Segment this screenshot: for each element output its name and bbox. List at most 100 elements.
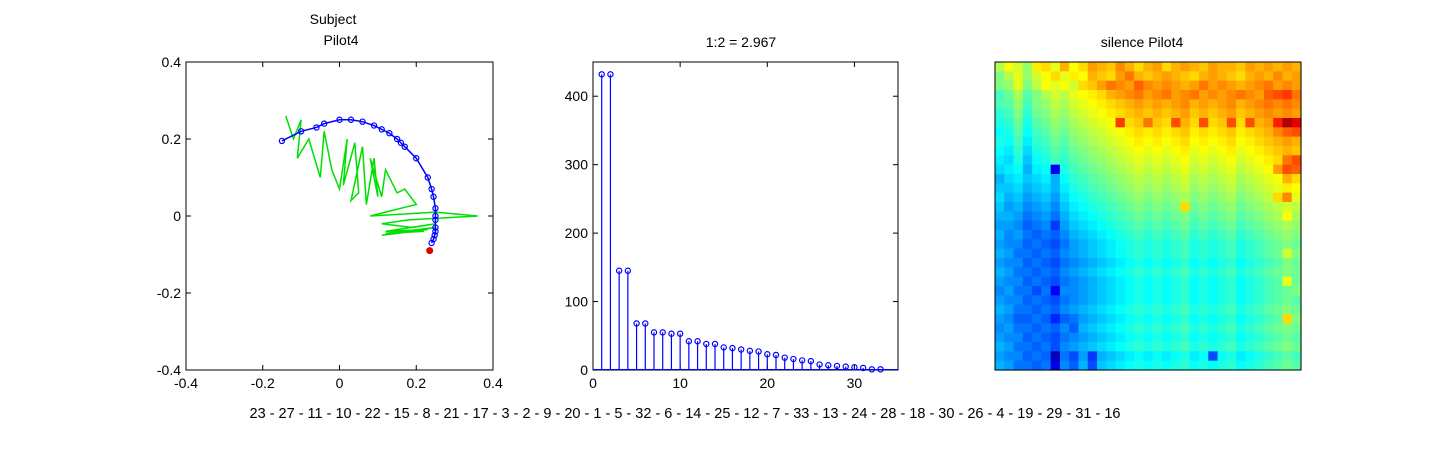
heatmap-cell — [1143, 239, 1154, 250]
heatmap-cell — [1078, 90, 1089, 100]
heatmap-cell — [1078, 276, 1089, 287]
heatmap-cell — [1273, 248, 1284, 259]
heatmap-cell — [1115, 192, 1126, 203]
y-tick-label: -0.4 — [157, 362, 181, 378]
heatmap-cell — [1013, 174, 1024, 184]
heatmap-cell — [1078, 267, 1089, 278]
heatmap-cell — [1217, 276, 1228, 287]
heatmap-cell — [1050, 118, 1061, 128]
heatmap-cell — [1041, 202, 1052, 212]
heatmap-cell — [1124, 127, 1135, 138]
heatmap-cell — [1069, 62, 1080, 72]
heatmap-cell — [1226, 80, 1237, 91]
heatmap-cell — [1022, 183, 1033, 194]
heatmap-cell — [1032, 258, 1042, 268]
heatmap-cell — [1050, 239, 1061, 250]
heatmap-cell — [1273, 295, 1284, 306]
heatmap-cell — [1263, 183, 1274, 194]
heatmap-cell — [1041, 220, 1052, 231]
heatmap-cell — [1245, 71, 1256, 82]
heatmap-cell — [1013, 90, 1024, 100]
heatmap-cell — [1134, 258, 1144, 268]
heatmap-cell — [1217, 314, 1228, 324]
heatmap-cell — [1180, 248, 1191, 259]
heatmap-cell — [1245, 99, 1256, 110]
heatmap-cell — [1041, 62, 1052, 72]
heatmap-cell — [1291, 314, 1302, 324]
stem-marker — [737, 346, 745, 353]
heatmap-cell — [1041, 323, 1052, 334]
heatmap-cell — [1124, 183, 1135, 194]
heatmap-cell — [1189, 202, 1200, 212]
heatmap-cell — [1189, 146, 1200, 156]
heatmap-cell — [1078, 155, 1089, 166]
heatmap-cell — [1106, 267, 1117, 278]
heatmap-cell — [1078, 304, 1089, 315]
heatmap-cell — [1217, 351, 1228, 362]
heatmap-cell — [1199, 80, 1209, 91]
heatmap-cell — [1217, 136, 1228, 147]
heatmap-cell — [1097, 351, 1107, 362]
heatmap-cell — [1059, 202, 1070, 212]
heatmap-cell — [1208, 164, 1219, 175]
heatmap-cell — [1180, 146, 1191, 156]
heatmap-cell — [1161, 118, 1172, 128]
heatmap-cell — [995, 211, 1005, 222]
heatmap-cell — [1078, 146, 1089, 156]
heatmap-cell — [1236, 286, 1246, 296]
heatmap-cell — [1199, 351, 1209, 362]
heatmap-cell — [1041, 295, 1052, 306]
stem-marker — [833, 362, 841, 370]
heatmap-cell — [1161, 248, 1172, 259]
blue-series-point — [401, 143, 408, 150]
heatmap-cell — [1226, 71, 1237, 82]
heatmap-cell — [1161, 62, 1172, 72]
heatmap-cell — [1291, 323, 1302, 334]
heatmap-cell — [1032, 71, 1042, 82]
heatmap-cell — [1078, 258, 1089, 268]
heatmap-cell — [1199, 202, 1209, 212]
heatmap-cell — [1189, 230, 1200, 240]
heatmap-cell — [1180, 90, 1191, 100]
heatmap-cell — [1263, 360, 1274, 371]
x-tick-label: 0.2 — [407, 375, 427, 391]
heatmap-cell — [1004, 99, 1015, 110]
heatmap-cell — [1115, 183, 1126, 194]
heatmap-cell — [1236, 99, 1246, 110]
heatmap-cell — [1087, 62, 1098, 72]
heatmap-cell — [1004, 230, 1015, 240]
heatmap-cell — [1097, 146, 1107, 156]
y-tick-label: 0 — [580, 362, 588, 378]
heatmap-cell — [1208, 220, 1219, 231]
heatmap-cell — [1254, 211, 1265, 222]
heatmap-cell — [995, 62, 1005, 72]
heatmap-cell — [1115, 304, 1126, 315]
heatmap-cell — [1273, 342, 1284, 352]
blue-series-point — [347, 116, 355, 123]
heatmap-cell — [1254, 248, 1265, 259]
heatmap-cell — [1097, 342, 1107, 352]
heatmap-cell — [1282, 314, 1293, 324]
heatmap-cell — [1199, 267, 1209, 278]
heatmap-cell — [1115, 267, 1126, 278]
heatmap-cell — [1013, 258, 1024, 268]
heatmap-cell — [1115, 211, 1126, 222]
heatmap-cell — [1124, 314, 1135, 324]
heatmap-cell — [1199, 99, 1209, 110]
heatmap-cell — [1208, 211, 1219, 222]
heatmap-cell — [1087, 211, 1098, 222]
ordering-label: 23 - 27 - 11 - 10 - 22 - 15 - 8 - 21 - 1… — [249, 406, 1121, 422]
heatmap-cell — [1041, 155, 1052, 166]
heatmap-cell — [1087, 146, 1098, 156]
heatmap-cell — [1291, 155, 1302, 166]
heatmap-cell — [1115, 155, 1126, 166]
heatmap-cell — [1115, 80, 1126, 91]
heatmap-cell — [1245, 155, 1256, 166]
heatmap-cell — [995, 295, 1005, 306]
heatmap-cell — [995, 127, 1005, 138]
heatmap-cell — [1282, 71, 1293, 82]
heatmap-cell — [1171, 108, 1182, 119]
heatmap-cell — [1180, 174, 1191, 184]
heatmap-cell — [1291, 211, 1302, 222]
y-tick-label: 0 — [173, 208, 181, 224]
